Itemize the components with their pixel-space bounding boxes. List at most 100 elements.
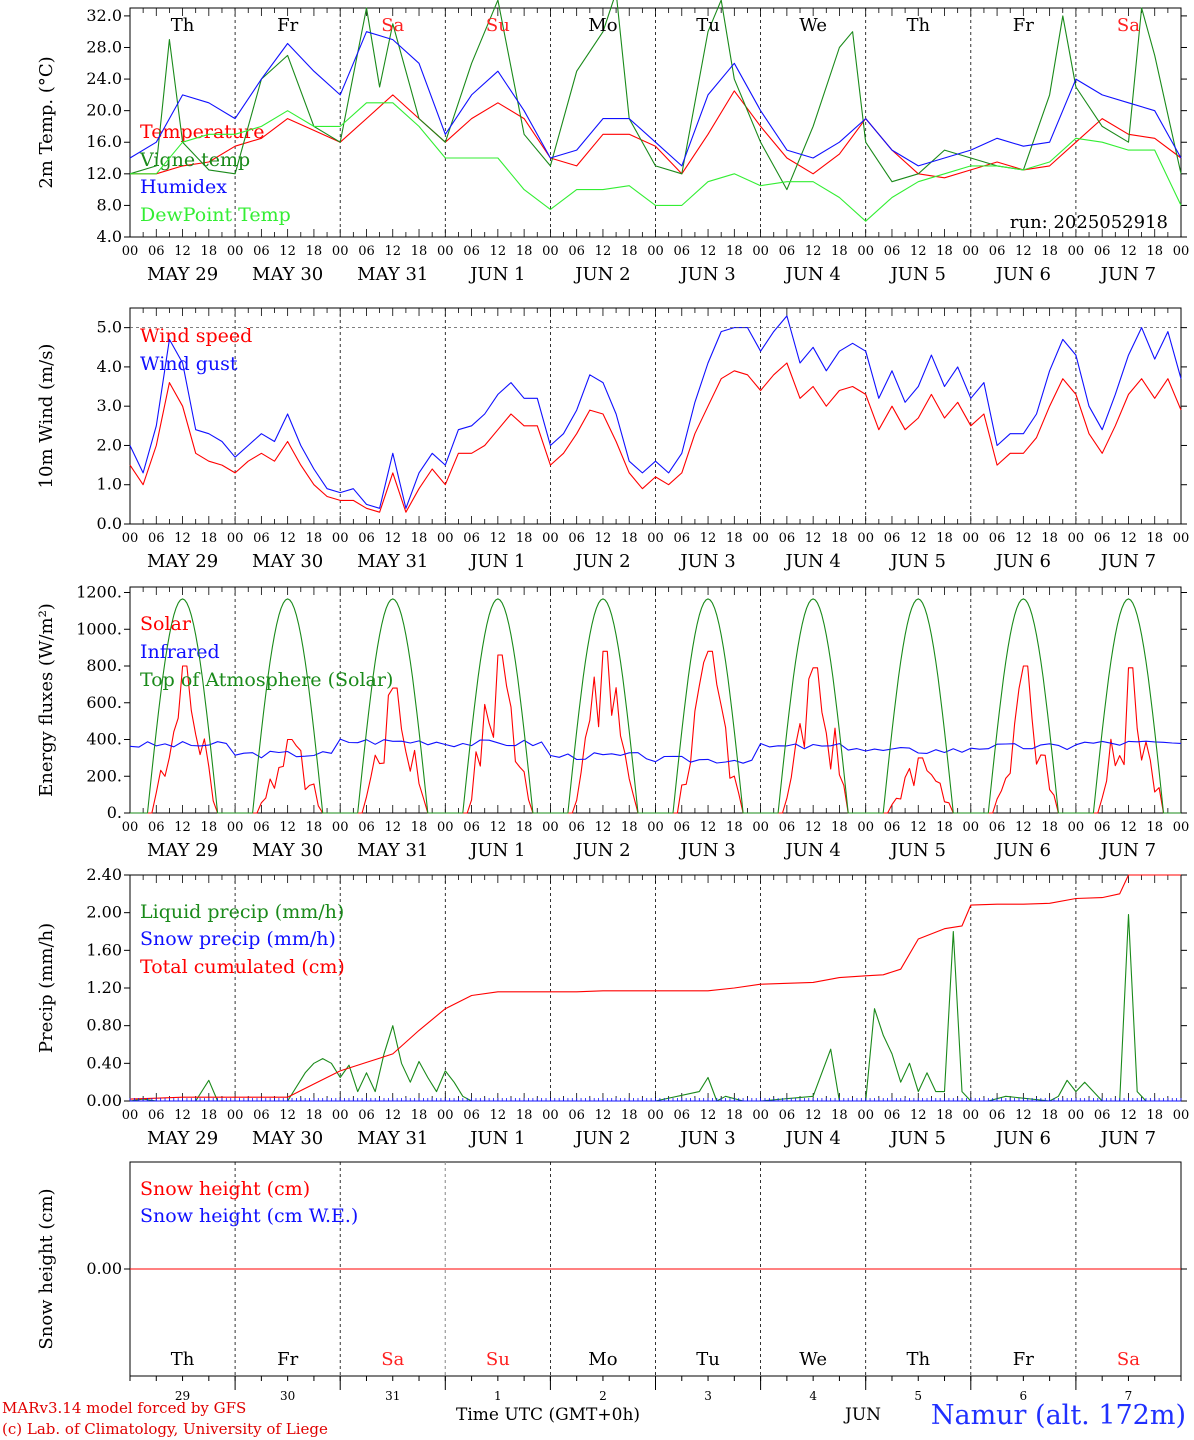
legend-entry: Snow height (cm) [140,1178,310,1200]
hour-tick-label: 00 [437,1108,454,1123]
legend-entry: Liquid precip (mm/h) [140,901,344,923]
hour-tick-label: 00 [122,531,139,546]
hour-tick-label: 12 [1015,820,1032,835]
hour-tick-label: 00 [437,820,454,835]
weekday-label: We [799,15,827,36]
hour-tick-label: 06 [358,244,375,259]
hour-tick-label: 06 [358,820,375,835]
hour-tick-label: 12 [1120,244,1137,259]
hour-tick-label: 06 [463,1108,480,1123]
hour-tick-label: 12 [700,244,717,259]
hour-tick-label: 06 [253,1108,270,1123]
hour-tick-label: 18 [831,531,848,546]
hour-tick-label: 18 [1041,244,1058,259]
hour-tick-label: 18 [831,1108,848,1123]
hour-tick-label: 00 [857,244,874,259]
y-axis-title: Energy fluxes (W/m²) [36,603,57,797]
station-label: Namur (alt. 172m) [930,1400,1186,1431]
legend-entry: Vigne temp [139,149,250,171]
legend-entry: Humidex [140,176,227,198]
date-label: JUN 7 [1099,264,1156,285]
series-line [130,598,1181,814]
day-number-label: 3 [704,1389,712,1403]
series-line [130,102,1182,222]
hour-tick-label: 12 [595,820,612,835]
date-label: MAY 29 [147,264,218,285]
hour-tick-label: 12 [490,531,507,546]
legend-entry: Temperature [140,121,264,143]
date-label: JUN 2 [573,264,630,285]
hour-tick-label: 18 [306,820,323,835]
hour-tick-label: 12 [805,531,822,546]
hour-tick-label: 00 [227,244,244,259]
hour-tick-label: 06 [463,531,480,546]
day-number-label: 2 [599,1389,607,1403]
hour-tick-label: 00 [1173,244,1190,259]
hour-tick-label: 12 [910,531,927,546]
weekday-label: Fr [277,1349,298,1370]
date-label: JUN 1 [468,840,525,861]
hour-tick-label: 06 [253,531,270,546]
legend-entry: Solar [140,613,192,635]
legend-entry: DewPoint Temp [140,204,291,226]
hour-tick-label: 18 [411,1108,428,1123]
y-tick-label: 1.0 [97,475,122,494]
hour-tick-label: 18 [411,531,428,546]
hour-tick-label: 12 [279,820,296,835]
y-tick-label: 20.0 [86,101,122,120]
hour-tick-label: 18 [411,244,428,259]
y-tick-label: 32.0 [86,6,122,25]
hour-tick-label: 18 [621,1108,638,1123]
hour-tick-label: 06 [568,820,585,835]
hour-tick-label: 18 [201,1108,218,1123]
date-label: MAY 31 [357,1128,428,1149]
date-label: JUN 3 [678,264,735,285]
hour-tick-label: 12 [805,820,822,835]
hour-tick-label: 00 [1068,820,1085,835]
hour-tick-label: 00 [963,820,980,835]
y-tick-label: 24.0 [86,69,122,88]
weekday-label: Mo [588,1349,617,1370]
weekday-label: Su [486,15,510,36]
hour-tick-label: 06 [148,244,165,259]
hour-tick-label: 18 [831,820,848,835]
hour-tick-label: 12 [279,1108,296,1123]
day-number-label: 1 [494,1389,502,1403]
series-line [129,0,1182,191]
hour-tick-label: 00 [437,244,454,259]
date-label: JUN 6 [994,551,1051,572]
date-label: JUN 7 [1099,551,1156,572]
hour-tick-label: 00 [542,820,559,835]
day-number-label: 5 [914,1389,922,1403]
hour-tick-label: 00 [647,820,664,835]
y-tick-label: 0.00 [86,1259,122,1278]
hour-tick-label: 18 [201,244,218,259]
hour-tick-label: 12 [1015,1108,1032,1123]
hour-tick-label: 12 [1120,531,1137,546]
hour-tick-label: 06 [463,244,480,259]
y-tick-label: 0.0 [97,514,122,533]
series-line [129,738,1182,764]
weekday-label: Th [171,1349,195,1370]
hour-tick-label: 06 [148,531,165,546]
y-tick-label: 0. [107,803,122,822]
date-label: JUN 3 [678,840,735,861]
hour-tick-label: 12 [700,820,717,835]
y-tick-label: 1200. [76,583,122,602]
hour-tick-label: 18 [831,244,848,259]
date-label: JUN 4 [783,264,840,285]
hour-tick-label: 12 [595,244,612,259]
series-line [130,90,1182,179]
hour-tick-label: 00 [332,531,349,546]
day-number-label: 29 [175,1389,190,1403]
legend-entry: Total cumulated (cm) [140,956,345,978]
date-label: MAY 31 [357,551,428,572]
hour-tick-label: 18 [936,244,953,259]
hour-tick-label: 12 [910,244,927,259]
hour-tick-label: 00 [1173,1108,1190,1123]
weekday-label: Sa [1117,15,1140,36]
hour-tick-label: 12 [595,1108,612,1123]
weekday-label: Th [171,15,195,36]
date-label: JUN 5 [889,1128,946,1149]
